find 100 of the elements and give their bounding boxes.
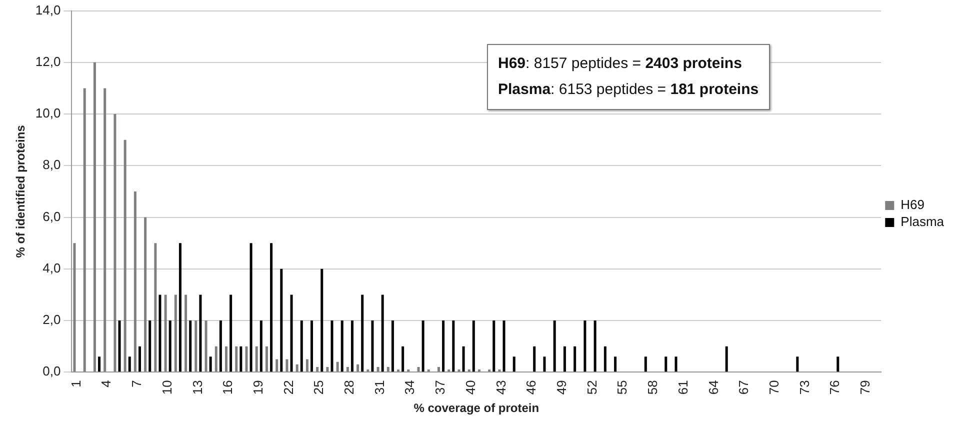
- bar: [290, 294, 293, 372]
- bar: [417, 366, 420, 372]
- bar: [104, 88, 106, 372]
- bar: [148, 320, 152, 372]
- bar: [386, 366, 390, 372]
- bar: [300, 320, 303, 372]
- bar: [346, 366, 349, 372]
- bar: [114, 114, 116, 372]
- bar: [118, 320, 121, 372]
- x-tick-label: 43: [493, 380, 508, 395]
- annotation: H69: 8157 peptides = 2403 proteins: [498, 54, 743, 74]
- bar: [492, 320, 496, 372]
- bar: [209, 356, 212, 372]
- x-tick-label: 31: [372, 380, 387, 395]
- x-tick-label: 4: [98, 380, 114, 388]
- bar: [158, 294, 162, 372]
- bar: [604, 346, 606, 372]
- bar: [452, 320, 455, 372]
- bar: [664, 356, 668, 372]
- bar: [128, 356, 131, 372]
- x-tick-label: 22: [280, 380, 296, 395]
- bar: [276, 359, 278, 372]
- bar: [836, 356, 840, 372]
- bar: [472, 320, 475, 372]
- x-tick-label: 10: [159, 380, 174, 395]
- x-tick-label: 67: [736, 380, 752, 395]
- bar: [144, 217, 147, 372]
- bar: [296, 364, 298, 372]
- x-tick-label: 55: [614, 380, 630, 395]
- bar: [219, 320, 222, 372]
- bar: [73, 243, 76, 372]
- x-tick-label: 19: [250, 380, 266, 395]
- bar: [320, 268, 324, 372]
- bar: [584, 320, 586, 372]
- bar: [614, 356, 617, 372]
- bar: [402, 346, 404, 372]
- bar: [270, 243, 273, 372]
- bar: [437, 366, 440, 372]
- bar: [214, 346, 218, 372]
- bar: [381, 294, 384, 372]
- x-tick-label: 70: [766, 380, 782, 395]
- bar: [124, 140, 126, 372]
- bar: [644, 356, 647, 372]
- bar: [174, 294, 177, 372]
- bar: [280, 268, 283, 372]
- bar: [574, 346, 576, 372]
- legend-label: H69: [900, 197, 925, 212]
- bar: [553, 320, 556, 372]
- x-tick-label: 58: [645, 380, 660, 395]
- x-tick-label: 25: [311, 380, 326, 395]
- bar: [260, 320, 262, 372]
- bar: [240, 346, 242, 372]
- y-tick-label: 14,0: [35, 2, 61, 18]
- bar: [356, 364, 360, 372]
- bar: [422, 320, 424, 372]
- bar: [376, 366, 380, 372]
- bar: [502, 320, 506, 372]
- y-axis-title: % of identified proteins: [14, 124, 28, 258]
- bar: [189, 320, 192, 372]
- x-tick-label: 37: [432, 380, 448, 395]
- bar: [725, 346, 728, 372]
- x-tick-label: 1: [68, 380, 84, 388]
- bar: [674, 356, 678, 372]
- bar: [230, 294, 232, 372]
- bar: [245, 346, 248, 372]
- bar: [164, 294, 167, 372]
- bar: [326, 366, 329, 372]
- bar: [138, 346, 141, 372]
- bar: [168, 320, 172, 372]
- x-tick-label: 7: [129, 380, 144, 388]
- x-tick-label: 49: [554, 380, 570, 395]
- bar: [533, 346, 536, 372]
- x-tick-label: 52: [584, 380, 600, 395]
- bar: [330, 320, 334, 372]
- bar: [361, 294, 364, 372]
- bar: [98, 356, 101, 372]
- x-axis-title: % coverage of protein: [414, 401, 540, 416]
- bar: [93, 62, 96, 372]
- bar: [178, 243, 182, 372]
- x-tick-label: 46: [524, 380, 539, 395]
- legend-label: Plasma: [900, 214, 945, 230]
- x-tick-label: 79: [858, 380, 873, 395]
- x-tick-label: 28: [342, 380, 357, 395]
- x-tick-label: 64: [706, 380, 721, 395]
- bar: [194, 320, 198, 372]
- bar: [594, 320, 596, 372]
- x-tick-label: 73: [796, 380, 812, 395]
- bar: [442, 320, 445, 372]
- bar: [225, 346, 228, 372]
- bar: [350, 320, 354, 372]
- x-tick-label: 76: [827, 380, 842, 395]
- x-tick-label: 13: [190, 380, 205, 395]
- annotation: Plasma: 6153 peptides = 181 proteins: [498, 80, 759, 100]
- bar: [512, 356, 516, 372]
- bar: [184, 294, 188, 372]
- bar: [306, 359, 308, 372]
- bar: [154, 243, 157, 372]
- y-tick-label: 12,0: [35, 54, 61, 69]
- bar: [543, 356, 546, 372]
- bar: [199, 294, 202, 372]
